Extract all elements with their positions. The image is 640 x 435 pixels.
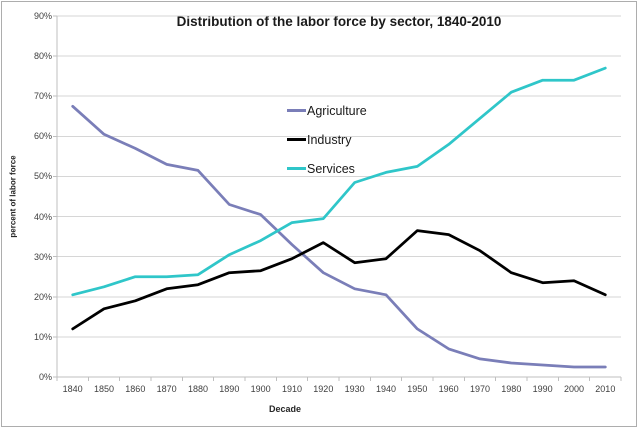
x-tick-label: 1850 [93,384,114,394]
x-tick-label: 1920 [313,384,334,394]
series-line-industry [71,229,607,331]
x-tick-label: 1960 [438,384,459,394]
x-tick-label: 1930 [344,384,365,394]
series-line-services [71,66,607,297]
services-line-swatch [287,167,306,170]
x-tick-label: 1890 [219,384,240,394]
series-line-agriculture [71,104,607,369]
legend-label-agriculture: Agriculture [307,103,367,118]
x-tick-label: 1880 [187,384,208,394]
x-tick-label: 1840 [62,384,83,394]
x-tick-label: 2010 [595,384,616,394]
legend-item-industry: Industry [287,125,367,154]
y-tick-label: 60% [33,131,52,142]
legend-item-services: Services [287,154,367,183]
y-tick-label: 50% [33,171,52,182]
legend-label-services: Services [307,161,355,176]
x-tick-label: 1990 [532,384,553,394]
industry-line-swatch [287,138,306,141]
plot-area [53,15,622,381]
legend-label-industry: Industry [307,132,352,147]
x-tick-label: 1940 [375,384,396,394]
x-tick-label: 1980 [501,384,522,394]
y-tick-label: 30% [33,251,52,262]
y-tick-label: 90% [33,11,52,21]
agriculture-line-swatch [287,109,306,112]
y-tick-label: 40% [33,211,52,222]
legend-item-agriculture: Agriculture [287,96,367,125]
x-tick-label: 2000 [563,384,584,394]
y-tick-label: 70% [33,91,52,102]
y-tick-label: 0% [38,372,52,382]
y-tick-label: 10% [33,331,52,342]
legend: Agriculture Industry Services [287,96,367,183]
y-tick-label: 80% [33,51,52,62]
x-tick-label: 1950 [407,384,428,394]
x-tick-label: 1870 [156,384,177,394]
x-tick-label: 1900 [250,384,271,394]
y-tick-label: 20% [33,291,52,302]
x-tick-label: 1970 [469,384,490,394]
x-tick-label: 1860 [125,384,146,394]
x-axis-title: Decade [268,404,302,414]
chart-title: Distribution of the labor force by secto… [176,14,502,29]
x-tick-label: 1910 [281,384,302,394]
y-axis-title: percent of labor force [8,155,18,238]
